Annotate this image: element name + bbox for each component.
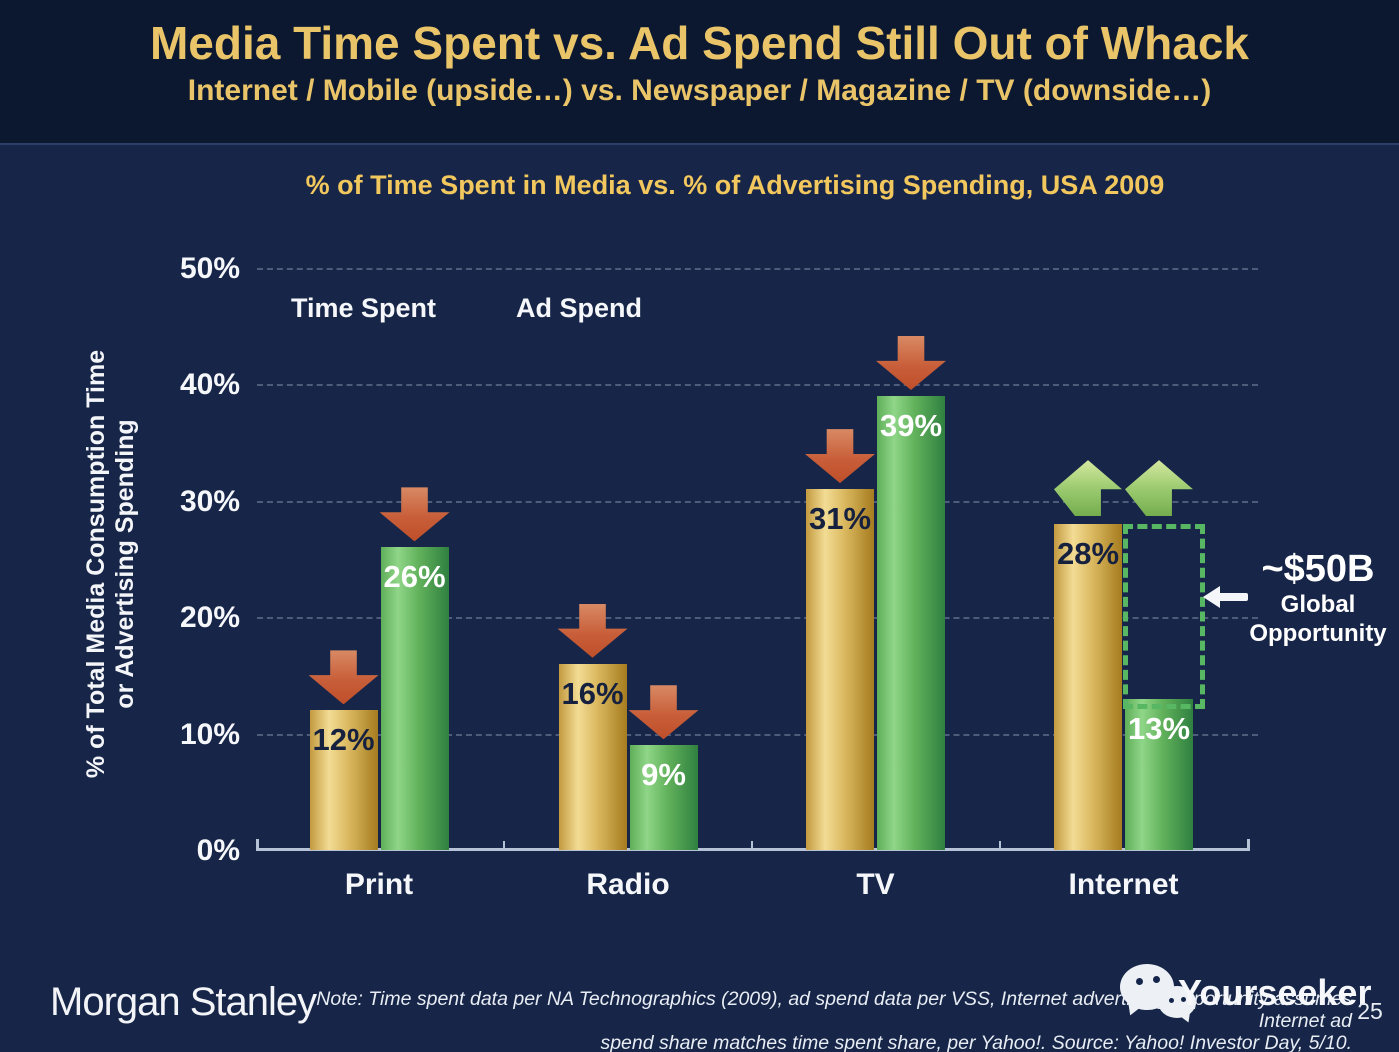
y-axis-title-line2: or Advertising Spending [111, 419, 139, 709]
down-arrow-icon [379, 487, 450, 542]
up-arrow-icon [1125, 460, 1193, 517]
morgan-stanley-logo: Morgan Stanley [50, 980, 317, 1024]
source-note-line1: Note: Time spent data per NA Technograph… [316, 988, 1352, 1032]
slide-subtitle: Internet / Mobile (upside…) vs. Newspape… [187, 74, 1212, 107]
value-label: 28% [1056, 536, 1120, 572]
y-tick-label: 50% [179, 252, 240, 285]
slide-title: Media Time Spent vs. Ad Spend Still Out … [149, 17, 1250, 69]
value-label: 13% [1127, 710, 1191, 746]
ad-spend-bar-tv [877, 396, 945, 850]
y-axis-title-line1: % of Total Media Consumption Time [82, 349, 110, 779]
y-tick-label: 10% [179, 717, 240, 751]
x-axis-tick [999, 841, 1001, 849]
gridline-40 [257, 384, 1258, 387]
time-spent-bar-radio [558, 663, 627, 850]
value-label: 39% [879, 408, 943, 444]
category-label-print: Print [344, 868, 414, 901]
time-spent-bar-tv [806, 489, 874, 850]
x-axis-line [256, 848, 1250, 851]
ad-spend-bar-print [380, 547, 449, 850]
value-label: 16% [561, 675, 624, 711]
value-label: 9% [641, 757, 686, 793]
legend-label: Ad Spend [516, 293, 642, 323]
opportunity-line1: Global [1280, 591, 1356, 618]
gridline-10 [257, 733, 1258, 736]
value-label: 12% [312, 722, 375, 758]
opportunity-gap-box [1123, 524, 1205, 709]
down-arrow-icon [557, 603, 628, 658]
y-tick-label: 40% [179, 368, 240, 402]
time-spent-bar-internet [1054, 524, 1122, 850]
source-note: Note: Time spent data per NA Technograph… [290, 988, 1352, 1052]
time-spent-swatch-icon [264, 300, 281, 317]
legend-label: Time Spent [291, 293, 437, 323]
category-label-tv: TV [856, 868, 895, 901]
left-arrow-icon [1203, 586, 1249, 608]
y-axis-title: % of Total Media Consumption Time or Adv… [82, 259, 142, 869]
x-axis-tick [751, 841, 753, 849]
down-arrow-icon [876, 336, 946, 391]
watermark: Yourseeker [1112, 960, 1399, 1030]
source-note-line2: spend share matches time spent share, pe… [600, 1032, 1352, 1052]
ad-spend-bar-radio [629, 745, 698, 850]
category-label-radio: Radio [586, 868, 670, 901]
x-axis-tick [1247, 839, 1250, 850]
value-label: 31% [808, 501, 872, 537]
y-tick-label: 20% [179, 601, 240, 635]
y-tick-label: 0% [196, 834, 240, 867]
gridline-30 [257, 500, 1258, 503]
ad-spend-swatch-icon [489, 300, 506, 317]
ad-spend-bar-internet [1125, 698, 1193, 850]
up-arrow-icon [1054, 460, 1122, 517]
wechat-icon-small-bubble [1158, 986, 1196, 1018]
time-spent-bar-print [309, 710, 378, 850]
down-arrow-icon [805, 429, 875, 484]
chart-title: % of Time Spent in Media vs. % of Advert… [305, 170, 1165, 200]
watermark-text: Yourseeker [1178, 972, 1372, 1013]
category-label-internet: Internet [1068, 868, 1179, 901]
down-arrow-icon [628, 685, 699, 740]
y-tick-label: 30% [179, 484, 240, 518]
slide-header [0, 0, 1399, 145]
opportunity-line2: Opportunity [1249, 620, 1387, 647]
page-number: 25 [1357, 998, 1383, 1024]
value-label: 26% [383, 559, 446, 595]
legend-item-time-spent: Time Spent [264, 293, 436, 324]
gridline-20 [257, 617, 1258, 620]
x-axis-tick [503, 841, 505, 849]
opportunity-annotation: ~$50B Global Opportunity [1238, 548, 1398, 648]
x-axis-tick [256, 839, 259, 850]
opportunity-value: ~$50B [1261, 548, 1375, 590]
gridline-50 [257, 268, 1258, 270]
down-arrow-icon [308, 650, 379, 705]
legend-item-ad-spend: Ad Spend [489, 293, 642, 324]
